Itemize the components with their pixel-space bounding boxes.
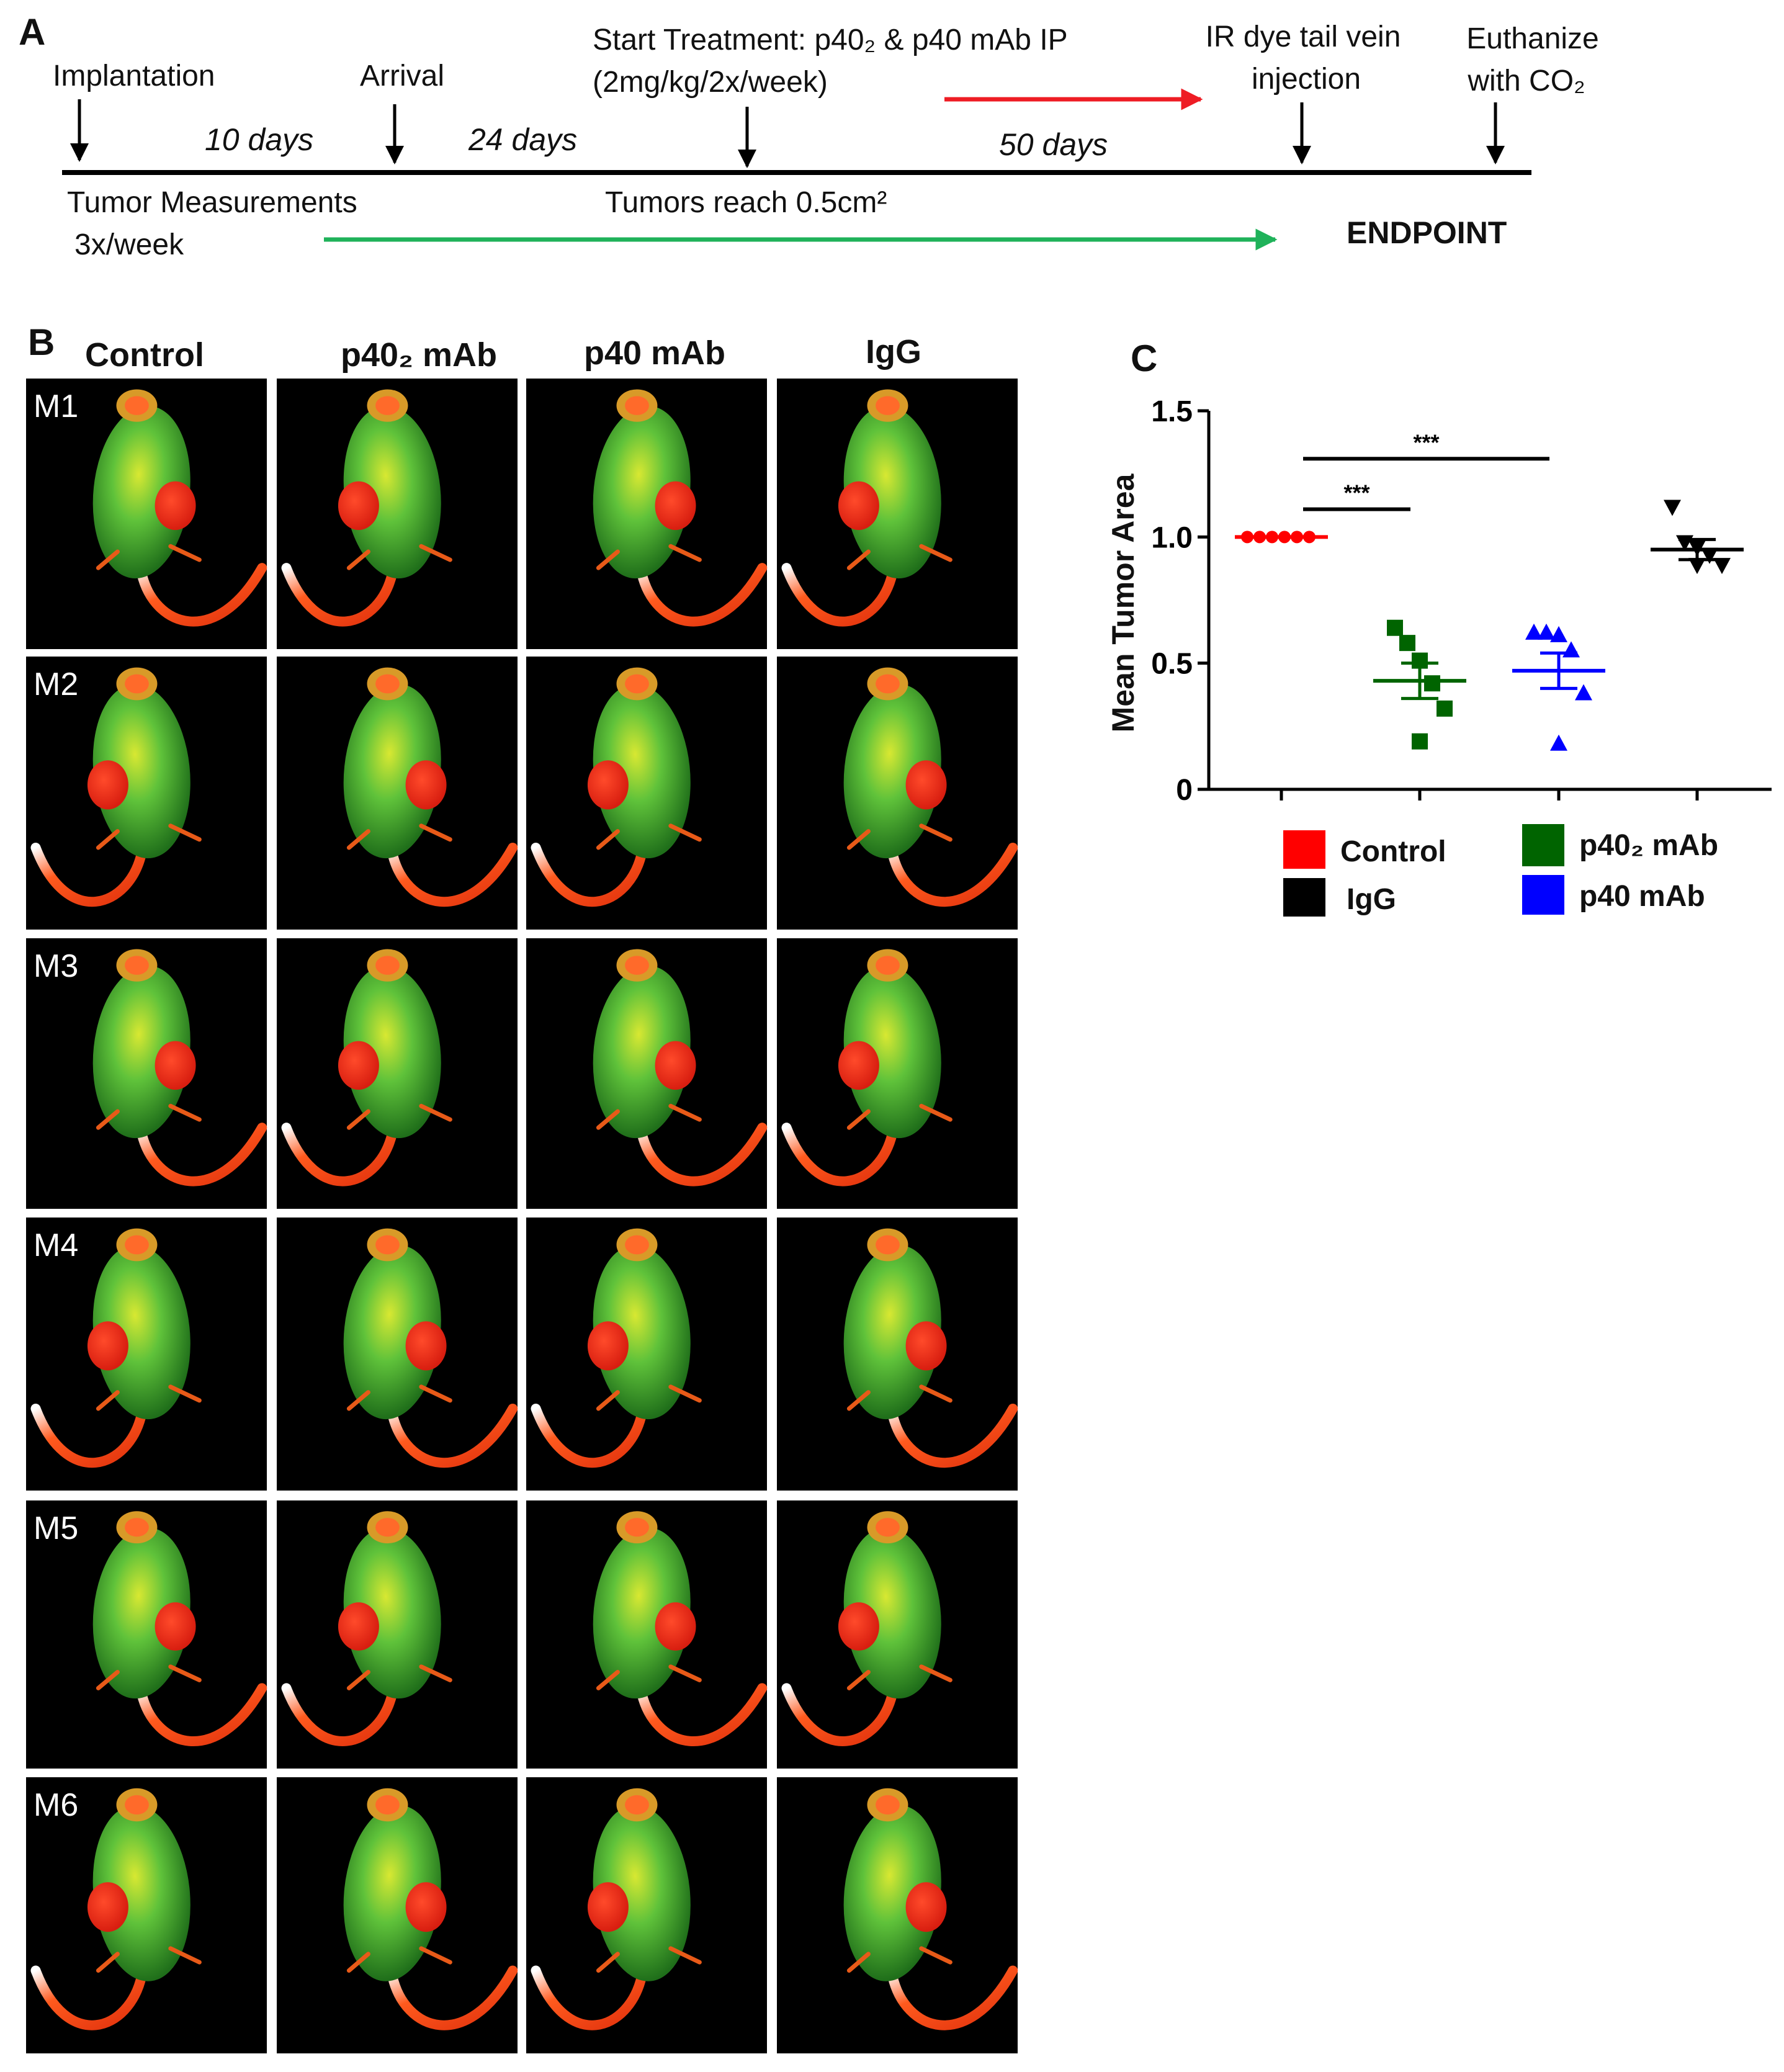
event-euthanize-label: Euthanize (1466, 22, 1599, 55)
data-point-p40-mab-5 (1437, 700, 1453, 717)
significance-label-1: *** (1343, 480, 1369, 506)
y-tick-label: 0.5 (1151, 648, 1193, 681)
event-start-treatment-dose: (2mg/kg/2x/week) (593, 66, 828, 99)
mouse-image-m5-p40-mab (277, 1500, 518, 1769)
mouse-image-m5-control (26, 1500, 267, 1769)
event-arrival-label: Arrival (360, 60, 444, 92)
row-label-m2: M2 (34, 666, 78, 702)
significance-label-2: *** (1413, 429, 1439, 455)
y-tick-label: 1.0 (1151, 521, 1193, 554)
event-start-treatment-label: Start Treatment: p40₂ & p40 mAb IP (593, 24, 1068, 56)
scatter-plot: 0 0.5 1.0 1.5 *** *** (1151, 395, 1772, 807)
event-ir-dye-label-2: injection (1252, 63, 1361, 96)
mouse-image-m6-p40-mab (526, 1777, 767, 2053)
row-label-m6: M6 (34, 1787, 78, 1823)
chart-legend: Control IgG p40₂ mAb p40 mAb (1283, 824, 1718, 917)
series-control (1235, 531, 1328, 544)
panel-b-images: B Control p40₂ mAb p40 mAb IgG M1M2M3M4M… (26, 321, 1018, 2053)
endpoint-label: ENDPOINT (1347, 215, 1507, 250)
mouse-image-m6-control (26, 1777, 267, 2053)
row-label-m5: M5 (34, 1510, 78, 1546)
data-point-p40-mab-4 (1562, 641, 1580, 658)
row-label-m3: M3 (34, 948, 78, 984)
mouse-image-m3-control (26, 938, 267, 1209)
mouse-image-m3-p40-mab (526, 938, 768, 1209)
tumor-measurements-frequency: 3x/week (74, 228, 184, 261)
series-p40-mab (1373, 619, 1466, 750)
legend-swatch-control (1283, 830, 1325, 869)
series-igg (1651, 500, 1744, 575)
interval-10-days: 10 days (205, 122, 313, 157)
mouse-image-m6-igg (777, 1777, 1018, 2053)
panel-a-timeline: A Implantation Arrival Start Treatment: … (19, 11, 1599, 261)
tumor-measurements-label: Tumor Measurements (67, 186, 357, 219)
panel-c-chart: C Mean Tumor Area 0 0.5 1.0 1.5 *** *** Contr… (1106, 338, 1772, 917)
series-p40-mab (1512, 623, 1605, 751)
column-header-p40-2-mab: p40₂ mAb (341, 336, 497, 374)
legend-label-p40-mab: p40 mAb (1579, 880, 1705, 913)
mouse-image-m1-p40-mab (277, 379, 518, 649)
mouse-image-m1-igg (777, 379, 1018, 649)
legend-label-p40-2-mab: p40₂ mAb (1579, 829, 1718, 862)
y-tick-label: 1.5 (1151, 395, 1193, 428)
mouse-image-m2-p40-mab (277, 657, 518, 930)
data-point-igg-5 (1713, 558, 1731, 575)
event-euthanize-label-2: with CO₂ (1467, 65, 1585, 97)
data-point-p40-mab-1 (1387, 619, 1403, 636)
mouse-image-m4-p40-mab (277, 1218, 518, 1491)
mouse-image-m3-p40-mab (277, 938, 518, 1209)
legend-swatch-p40-2-mab (1522, 824, 1564, 866)
data-point-p40-mab-1 (1525, 623, 1543, 640)
mouse-image-m6-p40-mab (277, 1777, 518, 2053)
mouse-image-m4-igg (777, 1218, 1018, 1491)
data-point-p40-mab-6 (1412, 733, 1428, 750)
legend-swatch-igg (1283, 878, 1325, 917)
mouse-image-m5-igg (777, 1500, 1018, 1769)
event-implantation-label: Implantation (53, 60, 215, 92)
data-point-p40-mab-2 (1538, 623, 1555, 640)
data-point-p40-mab-3 (1550, 626, 1567, 642)
row-label-m4: M4 (34, 1227, 78, 1263)
data-point-igg-4 (1701, 547, 1718, 564)
y-axis-label: Mean Tumor Area (1106, 473, 1141, 732)
panel-b-letter: B (28, 321, 55, 363)
mouse-image-m2-p40-mab (526, 657, 767, 930)
column-header-p40-mab: p40 mAb (584, 334, 725, 372)
data-point-igg-1 (1664, 500, 1681, 516)
mouse-image-m2-igg (777, 657, 1018, 930)
row-label-m1: M1 (34, 388, 78, 424)
mouse-image-m4-p40-mab (526, 1218, 767, 1491)
data-point-igg-6 (1688, 558, 1706, 575)
legend-label-igg: IgG (1347, 883, 1396, 916)
legend-label-control: Control (1340, 835, 1446, 868)
data-point-p40-mab-2 (1399, 635, 1415, 652)
panel-a-letter: A (19, 11, 45, 53)
column-header-control: Control (85, 336, 204, 374)
mouse-image-m1-p40-mab (526, 379, 768, 649)
mouse-image-m1-control (26, 379, 267, 649)
interval-50-days: 50 days (999, 127, 1108, 162)
data-point-p40-mab-6 (1550, 734, 1567, 751)
mouse-image-m3-igg (777, 938, 1018, 1209)
data-point-p40-mab-4 (1424, 675, 1440, 692)
mouse-image-m2-control (26, 657, 267, 930)
data-point-p40-mab-5 (1575, 684, 1592, 701)
y-tick-label: 0 (1176, 774, 1193, 807)
legend-swatch-p40-mab (1522, 875, 1564, 915)
mouse-image-m4-control (26, 1218, 267, 1491)
interval-24-days: 24 days (468, 122, 577, 157)
tumors-reach-label: Tumors reach 0.5cm² (605, 186, 887, 219)
event-ir-dye-label: IR dye tail vein (1206, 20, 1401, 53)
panel-c-letter: C (1131, 338, 1157, 379)
mouse-image-m5-p40-mab (526, 1500, 768, 1769)
mouse-image-grid: M1 M2 M3 M4 M5 M6 (26, 379, 1018, 2053)
column-header-igg: IgG (866, 333, 921, 370)
